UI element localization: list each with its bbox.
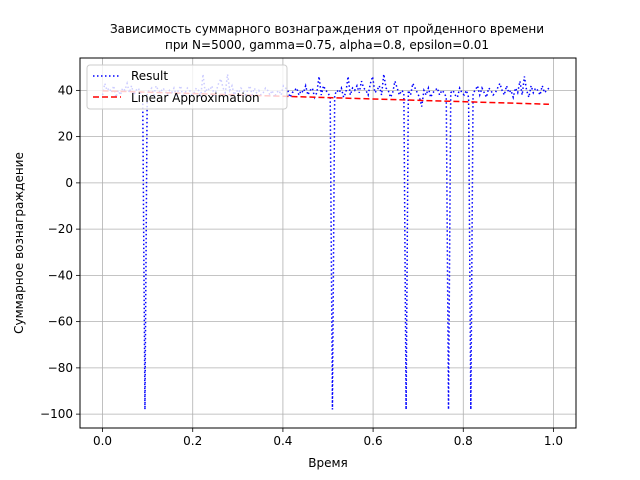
plot-frame xyxy=(79,57,577,429)
legend: Result Linear Approximation xyxy=(86,64,288,110)
x-tick-label: 0.8 xyxy=(454,434,473,448)
chart-title-line-1: Зависимость суммарного вознаграждения от… xyxy=(110,22,544,36)
chart-title-line-2: при N=5000, gamma=0.75, alpha=0.8, epsil… xyxy=(165,38,489,52)
legend-label-result: Result xyxy=(131,69,168,83)
grid xyxy=(80,58,576,428)
x-tick-label: 0.6 xyxy=(364,434,383,448)
y-tick-label: −20 xyxy=(48,222,73,236)
axis-ticks: 0.0 0.2 0.4 0.6 0.8 1.0 −100 −80 −60 −40 −20 0 20 40 xyxy=(40,83,563,448)
x-tick-label: 1.0 xyxy=(544,434,563,448)
x-axis-label: Время xyxy=(308,456,348,470)
x-tick-label: 0.4 xyxy=(273,434,292,448)
y-axis-label: Суммарное вознаграждение xyxy=(12,152,26,334)
y-tick-label: 0 xyxy=(65,176,73,190)
x-tick-label: 0.0 xyxy=(93,434,112,448)
legend-label-linear-approximation: Linear Approximation xyxy=(131,91,260,105)
y-tick-label: 40 xyxy=(58,83,73,97)
series-result-line xyxy=(101,74,550,410)
y-tick-label: −80 xyxy=(48,361,73,375)
legend-box xyxy=(86,64,288,110)
y-tick-label: −60 xyxy=(48,315,73,329)
y-tick-label: −100 xyxy=(40,407,73,421)
y-tick-label: 20 xyxy=(58,130,73,144)
y-tick-label: −40 xyxy=(48,268,73,282)
x-tick-label: 0.2 xyxy=(183,434,202,448)
